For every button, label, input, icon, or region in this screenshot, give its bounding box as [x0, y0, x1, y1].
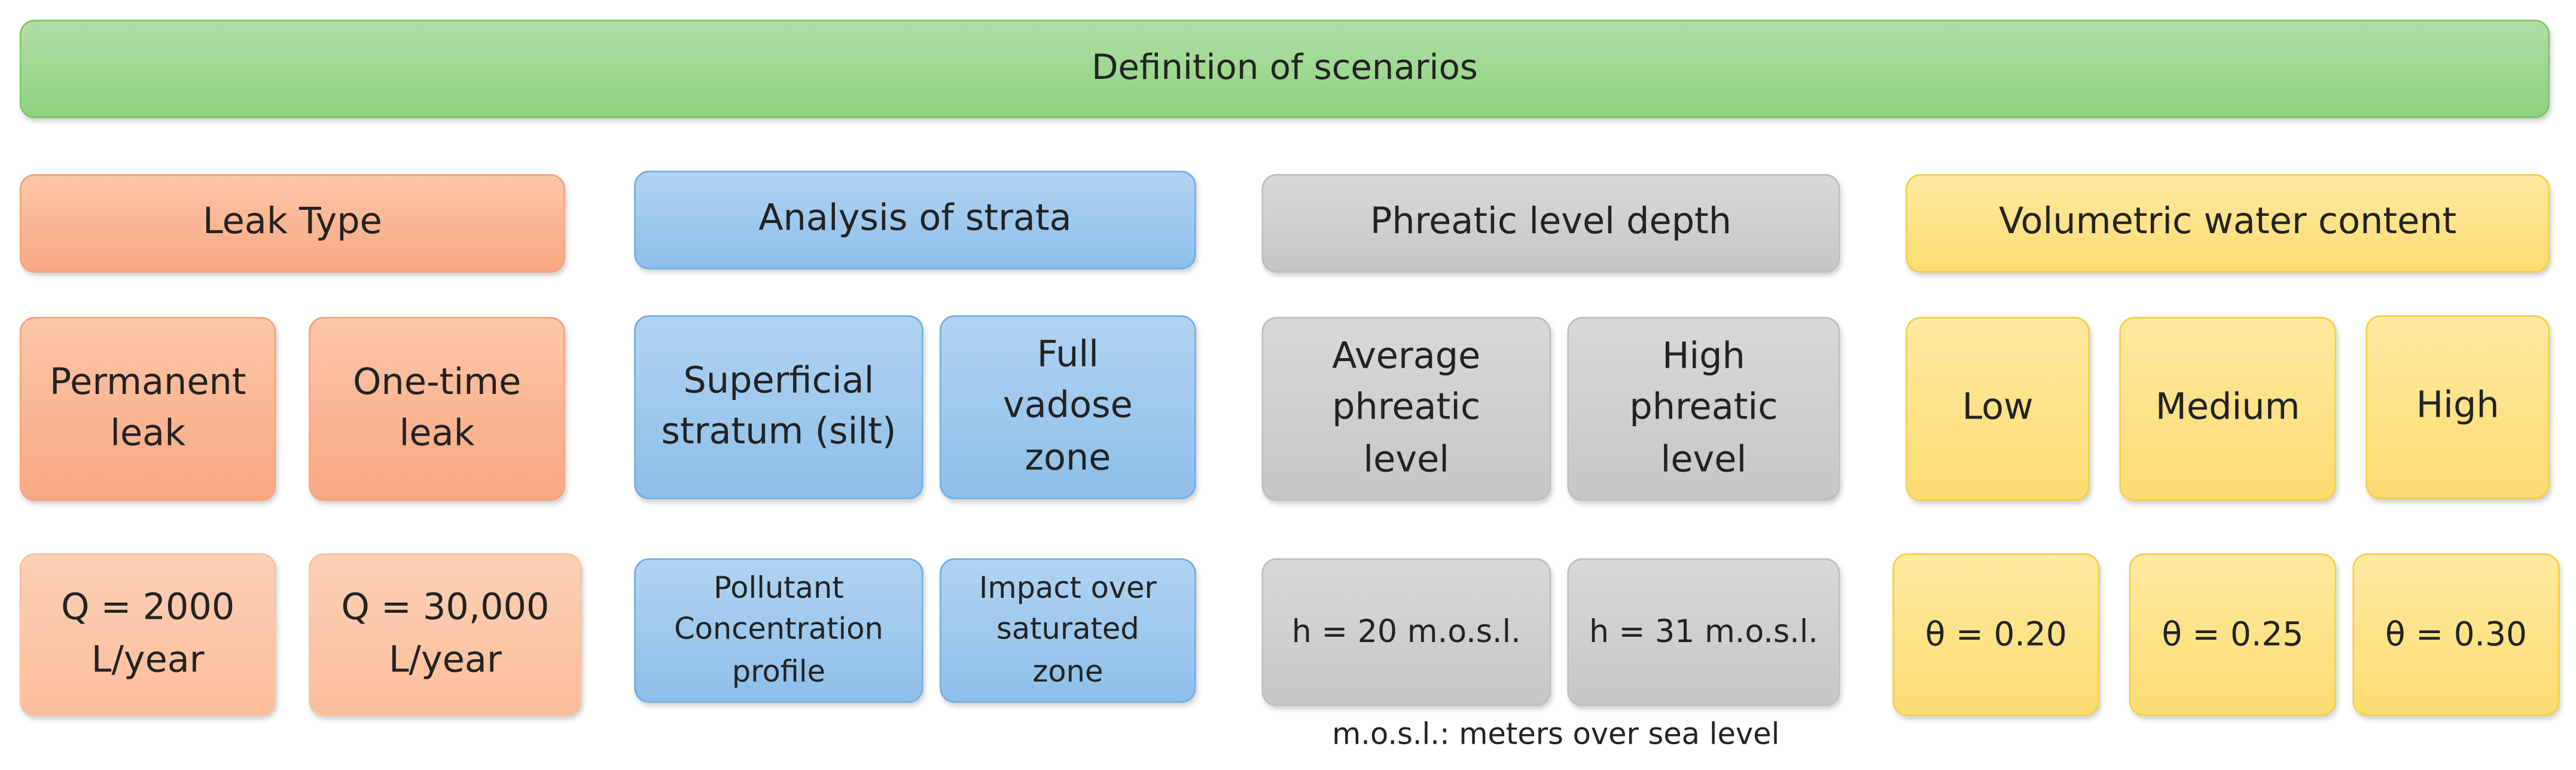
- box-text-line: Medium: [2155, 388, 2300, 429]
- box-text-line: One-time: [352, 362, 522, 404]
- box-text-line: Concentration: [674, 613, 883, 647]
- box-text-line: stratum (silt): [661, 412, 897, 454]
- option-box: Full vadose zone: [940, 315, 1196, 500]
- box-text-line: Pollutant: [714, 570, 844, 606]
- box-text-line: Low: [1962, 388, 2034, 429]
- box-text-line: Full: [1037, 335, 1099, 377]
- option-box: High phreatic level: [1567, 317, 1840, 501]
- value-box: θ = 0.20: [1892, 553, 2100, 716]
- group-header: Leak Type: [19, 174, 565, 273]
- box-text-line: L/year: [91, 639, 205, 681]
- box-text-line: profile: [731, 655, 826, 690]
- option-box: Medium: [2119, 317, 2336, 501]
- box-text-line: h = 31 m.o.s.l.: [1589, 613, 1818, 650]
- box-text-line: zone: [1025, 438, 1111, 479]
- box-text-line: θ = 0.20: [1925, 615, 2067, 655]
- option-box: Superficial stratum (silt): [634, 315, 923, 500]
- value-box: θ = 0.25: [2129, 553, 2336, 716]
- box-text-line: level: [1363, 439, 1450, 481]
- box-text-line: level: [1660, 439, 1747, 481]
- box-text-line: leak: [110, 414, 186, 455]
- header-title: Definition of scenarios: [1092, 47, 1478, 87]
- box-text-line: θ = 0.25: [2162, 615, 2304, 655]
- box-text-line: High: [2416, 386, 2499, 428]
- box-text-line: Average: [1332, 337, 1481, 378]
- group-title: Phreatic level depth: [1370, 202, 1732, 244]
- box-text-line: zone: [1032, 655, 1103, 690]
- box-text-line: Q = 30,000: [341, 588, 550, 630]
- value-box: Impact over saturated zone: [940, 558, 1196, 703]
- option-box: Permanent leak: [19, 317, 276, 501]
- group-title: Leak Type: [203, 202, 382, 244]
- option-box: Average phreatic level: [1261, 317, 1551, 501]
- value-box: h = 20 m.o.s.l.: [1261, 558, 1551, 707]
- box-text-line: L/year: [388, 639, 502, 681]
- option-box: One-time leak: [309, 317, 565, 501]
- box-text-line: Q = 2000: [60, 588, 235, 630]
- box-text-line: Permanent: [49, 362, 246, 404]
- footnote: m.o.s.l.: meters over sea level: [1332, 717, 1780, 753]
- group-title: Analysis of strata: [758, 199, 1072, 241]
- value-box: Pollutant Concentration profile: [634, 558, 923, 703]
- group-header: Volumetric water content: [1906, 174, 2550, 273]
- group-header: Phreatic level depth: [1261, 174, 1840, 273]
- box-text-line: Impact over: [978, 570, 1157, 606]
- value-box: Q = 30,000 L/year: [309, 553, 582, 716]
- box-text-line: leak: [399, 414, 475, 455]
- box-text-line: θ = 0.30: [2385, 615, 2527, 655]
- value-box: h = 31 m.o.s.l.: [1567, 558, 1840, 707]
- box-text-line: saturated: [996, 613, 1139, 647]
- box-text-line: Superficial: [683, 360, 874, 402]
- box-text-line: vadose: [1003, 386, 1133, 428]
- group-title: Volumetric water content: [1998, 202, 2457, 244]
- header-bar: Definition of scenarios: [19, 19, 2550, 118]
- box-text-line: phreatic: [1629, 388, 1778, 429]
- option-box: High: [2365, 315, 2550, 500]
- box-text-line: High: [1662, 337, 1745, 378]
- group-header: Analysis of strata: [634, 170, 1196, 270]
- box-text-line: h = 20 m.o.s.l.: [1291, 613, 1521, 650]
- box-text-line: phreatic: [1332, 388, 1481, 429]
- option-box: Low: [1906, 317, 2090, 501]
- value-box: Q = 2000 L/year: [19, 553, 276, 716]
- value-box: θ = 0.30: [2352, 553, 2560, 716]
